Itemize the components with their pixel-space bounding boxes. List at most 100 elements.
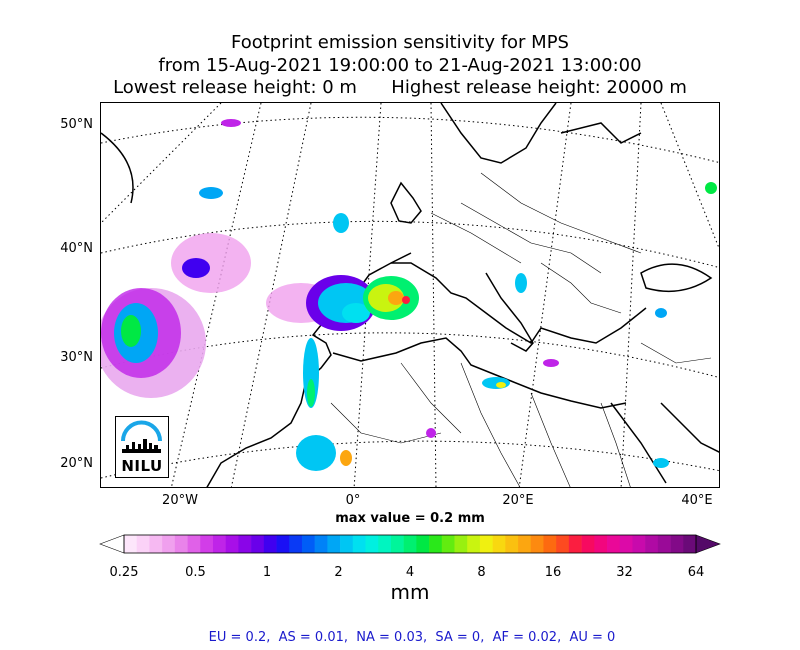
map-canvas xyxy=(101,103,719,487)
lat-label-40n: 40°N xyxy=(60,241,93,256)
meridian-0 xyxy=(353,103,382,487)
lon-label-20w: 20°W xyxy=(162,493,198,508)
lon-label-40e: 40°E xyxy=(681,493,713,508)
colorbar-cell xyxy=(479,535,493,553)
colorbar-cell xyxy=(352,535,366,553)
colorbar-cell xyxy=(390,535,404,553)
colorbar-cell xyxy=(340,535,354,553)
max-value-label: max value = 0.2 mm xyxy=(335,511,485,526)
colorbar-tick-label: 64 xyxy=(687,565,705,580)
colorbar-tick-label: 2 xyxy=(334,565,343,580)
colorbar-cell xyxy=(124,535,138,553)
title-line-1: Footprint emission sensitivity for MPS xyxy=(231,32,569,53)
colorbar-cell xyxy=(632,535,646,553)
colorbar-cell xyxy=(530,535,544,553)
meridian-40e xyxy=(660,103,719,250)
title-line-2: from 15-Aug-2021 19:00:00 to 21-Aug-2021… xyxy=(158,55,642,76)
footprint-map xyxy=(100,102,720,488)
parallel-20n xyxy=(101,440,719,479)
coast-italy xyxy=(485,272,534,352)
lon-label-20e: 20°E xyxy=(502,493,534,508)
nilu-logo: NILU xyxy=(115,416,169,478)
parallel-50n xyxy=(101,116,719,164)
title-line-3: Lowest release height: 0 m Highest relea… xyxy=(113,77,687,98)
colorbar-cell xyxy=(568,535,582,553)
meridian-30e xyxy=(620,103,642,487)
colorbar-cell xyxy=(441,535,455,553)
colorbar-cell xyxy=(518,535,532,553)
colorbar-cell xyxy=(314,535,328,553)
colorbar-cell xyxy=(594,535,608,553)
footprint-field xyxy=(101,119,717,471)
country-borders xyxy=(330,172,712,487)
colorbar-cell xyxy=(238,535,252,553)
meridian-10w xyxy=(230,103,312,487)
colorbar-cell xyxy=(263,535,277,553)
colorbar-cell xyxy=(301,535,315,553)
colorbar-cell xyxy=(645,535,659,553)
colorbar-outline xyxy=(123,534,697,554)
colorbar-cell xyxy=(683,535,697,553)
colorbar-cell xyxy=(174,535,188,553)
colorbar-cell xyxy=(670,535,684,553)
colorbar-cell xyxy=(276,535,290,553)
colorbar-cell xyxy=(416,535,430,553)
colorbar-tick-label: 8 xyxy=(477,565,486,580)
colorbar-cell xyxy=(378,535,392,553)
colorbar-high-extension xyxy=(695,534,721,554)
colorbar-cell xyxy=(429,535,443,553)
lon-label-0: 0° xyxy=(345,493,361,508)
meridian-20e xyxy=(518,103,572,487)
lat-label-50n: 50°N xyxy=(60,117,93,132)
meridian-30w xyxy=(101,103,222,224)
colorbar-cell xyxy=(200,535,214,553)
colorbar-cell xyxy=(251,535,265,553)
colorbar-cell xyxy=(136,535,150,553)
colorbar-cell xyxy=(403,535,417,553)
coast-uk xyxy=(390,181,422,224)
colorbar-tick-label: 1 xyxy=(262,565,272,580)
coast-red-sea xyxy=(610,402,667,484)
nilu-logo-icon xyxy=(121,420,162,453)
colorbar-cell xyxy=(556,535,570,553)
colorbar-tick-label: 0.25 xyxy=(109,565,139,580)
nilu-logo-text: NILU xyxy=(121,457,163,475)
meridian-10e xyxy=(430,103,437,487)
colorbar-cell xyxy=(505,535,519,553)
colorbar-unit: mm xyxy=(390,580,430,604)
coast-scandinavia xyxy=(440,103,557,164)
colorbar-cell xyxy=(454,535,468,553)
colorbar-low-extension xyxy=(99,534,125,554)
lat-label-20n: 20°N xyxy=(60,456,93,471)
colorbar-cell xyxy=(365,535,379,553)
colorbar-cell xyxy=(225,535,239,553)
colorbar-cell xyxy=(543,535,557,553)
colorbar-cell xyxy=(467,535,481,553)
colorbar-cell xyxy=(187,535,201,553)
meridian-20w xyxy=(170,103,262,487)
coast-north-africa xyxy=(332,337,627,409)
colorbar-cell xyxy=(162,535,176,553)
colorbar-cell xyxy=(581,535,595,553)
coast-greenland xyxy=(101,132,134,204)
coast-baltic xyxy=(560,122,642,144)
colorbar-cell xyxy=(149,535,163,553)
coast-arabia xyxy=(660,402,719,453)
colorbar-cell xyxy=(607,535,621,553)
coast-mediterranean-north xyxy=(391,262,647,345)
colorbar-cell xyxy=(327,535,341,553)
colorbar-tick-label: 16 xyxy=(544,565,562,580)
region-summary: EU = 0.2, AS = 0.01, NA = 0.03, SA = 0, … xyxy=(208,630,616,645)
colorbar xyxy=(99,534,721,554)
coastlines xyxy=(101,103,719,487)
colorbar-tick-label: 32 xyxy=(616,565,633,580)
colorbar-cell xyxy=(492,535,506,553)
colorbar-cell xyxy=(212,535,226,553)
coast-blacksea xyxy=(640,263,713,293)
colorbar-cell xyxy=(289,535,303,553)
colorbar-tick-label: 0.5 xyxy=(185,565,206,580)
lat-label-30n: 30°N xyxy=(60,350,93,365)
colorbar-cell xyxy=(657,535,671,553)
colorbar-cell xyxy=(619,535,633,553)
colorbar-tick-label: 4 xyxy=(405,565,415,580)
